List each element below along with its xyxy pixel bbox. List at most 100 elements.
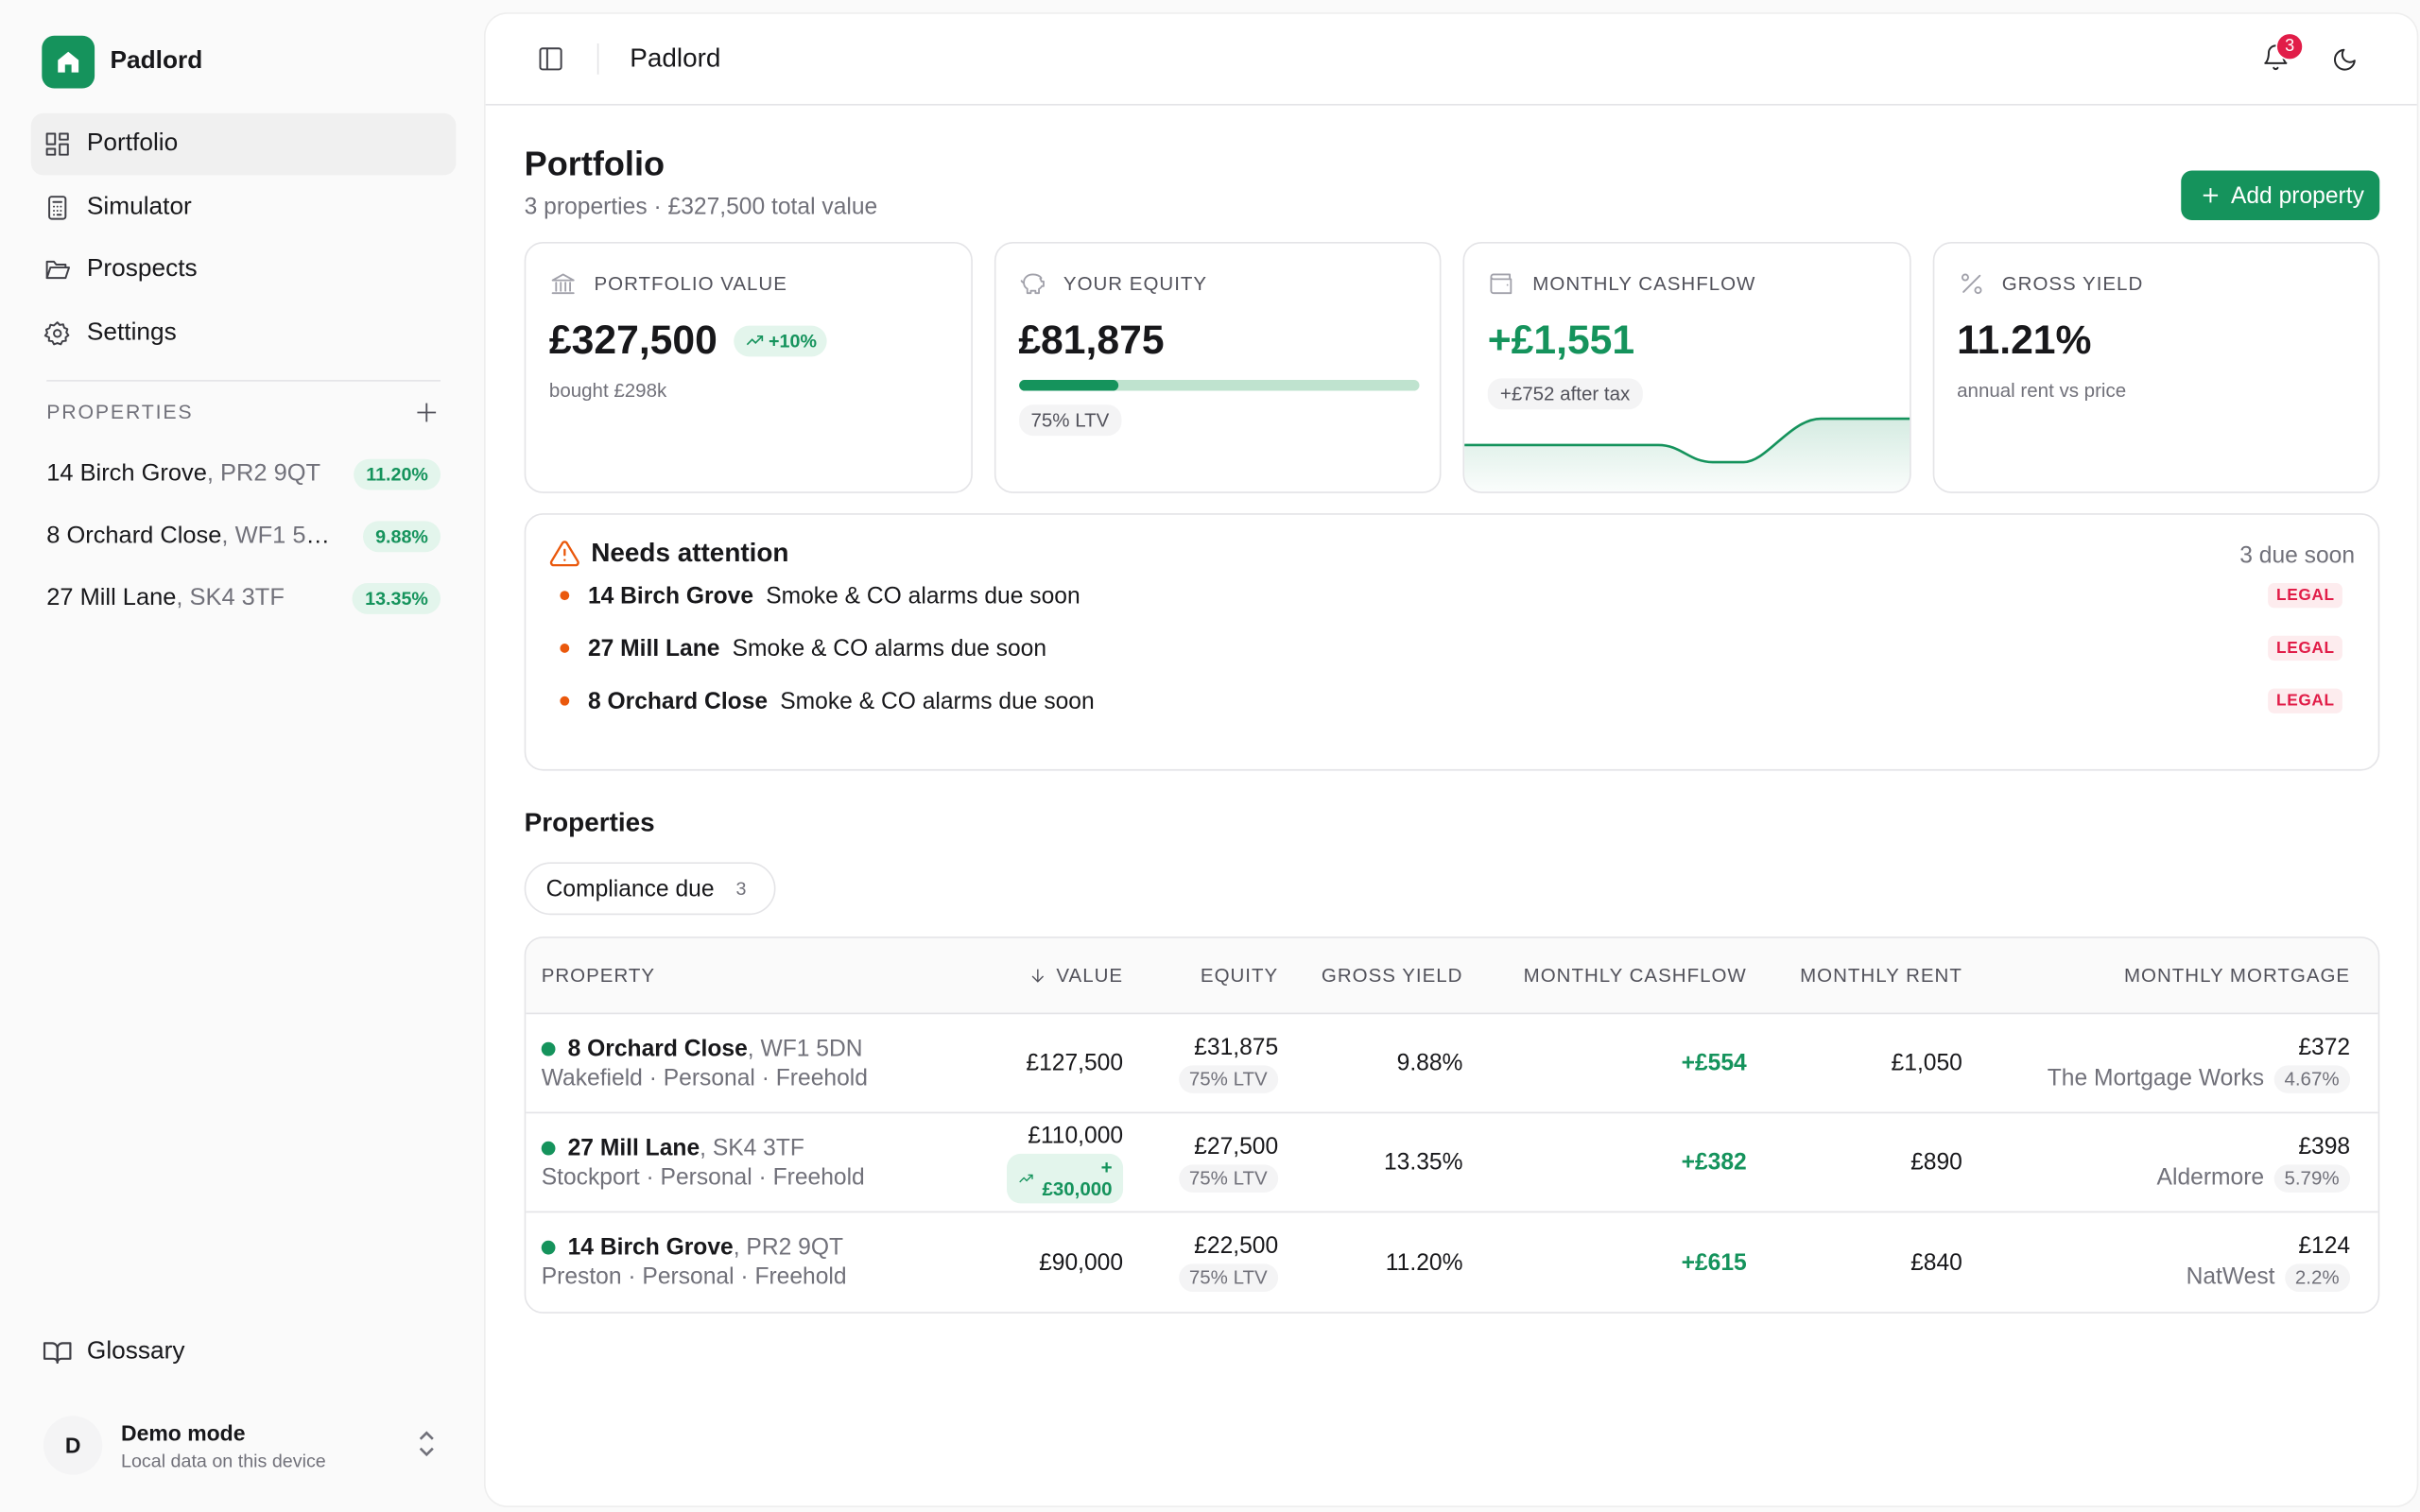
attention-item[interactable]: 27 Mill Lane Smoke & CO alarms due soon … xyxy=(549,622,2355,675)
moon-icon[interactable] xyxy=(2331,46,2358,73)
column-header-monthly-mortgage[interactable]: MONTHLY MORTGAGE xyxy=(2123,964,2351,987)
cashflow-cell: +£615 xyxy=(1681,1248,1747,1276)
column-header-equity[interactable]: EQUITY xyxy=(1200,964,1279,987)
user-menu[interactable]: D Demo mode Local data on this device xyxy=(43,1411,457,1479)
kpi-label: PORTFOLIO VALUE xyxy=(549,270,947,299)
glossary-link[interactable]: Glossary xyxy=(31,1321,184,1383)
attention-item[interactable]: 8 Orchard Close Smoke & CO alarms due so… xyxy=(549,675,2355,728)
value-cell: £110,000 +£30,000 xyxy=(1007,1122,1124,1203)
user-subtitle: Local data on this device xyxy=(120,1449,326,1471)
attention-title: Needs attention xyxy=(591,538,789,568)
kpi-monthly-cashflow: MONTHLY CASHFLOW +£1,551 +£752 after tax xyxy=(1462,241,1910,493)
warning-triangle-icon xyxy=(549,541,579,567)
mortgage-cell: £372 The Mortgage Works 4.67% xyxy=(2047,1033,2351,1093)
sidebar-property-mill-lane[interactable]: 27 Mill Lane, SK4 3TF 13.35% xyxy=(31,567,457,629)
user-name: Demo mode xyxy=(120,1419,246,1445)
rent-cell: £1,050 xyxy=(1891,1049,1962,1076)
nav-item-simulator[interactable]: Simulator xyxy=(31,176,457,238)
kpi-label: GROSS YIELD xyxy=(1957,270,2355,299)
bell-icon xyxy=(2264,44,2288,71)
value-cell: £90,000 xyxy=(1039,1248,1124,1276)
column-header-gross-yield[interactable]: GROSS YIELD xyxy=(1321,964,1463,987)
attention-property: 8 Orchard Close xyxy=(587,687,769,714)
plus-icon[interactable] xyxy=(413,398,441,426)
ltv-badge: 75% LTV xyxy=(1178,1163,1279,1193)
table-row[interactable]: 8 Orchard Close, WF1 5DN Wakefield · Per… xyxy=(526,1014,2378,1114)
attention-property: 14 Birch Grove xyxy=(587,582,754,610)
cashflow-cell: +£382 xyxy=(1681,1148,1747,1176)
table-row[interactable]: 14 Birch Grove, PR2 9QT Preston · Person… xyxy=(526,1212,2377,1312)
after-tax-badge: +£752 after tax xyxy=(1487,378,1643,410)
sidebar-property-birch-grove[interactable]: 14 Birch Grove, PR2 9QT 11.20% xyxy=(31,443,457,506)
attention-header: Needs attention xyxy=(549,538,2355,569)
page-subtitle: 3 properties · £327,500 total value xyxy=(524,194,878,221)
table-row[interactable]: 27 Mill Lane, SK4 3TF Stockport · Person… xyxy=(526,1113,2378,1213)
equity-cell: £27,500 75% LTV xyxy=(1123,1133,1279,1193)
column-header-property[interactable]: PROPERTY xyxy=(541,964,656,987)
kpi-value: £327,500 +10% xyxy=(549,317,947,365)
status-dot xyxy=(541,1240,556,1255)
kpi-gross-yield: GROSS YIELD 11.21% annual rent vs price xyxy=(1931,241,2380,493)
kpi-portfolio-value: PORTFOLIO VALUE £327,500 +10% bought £29… xyxy=(524,241,973,493)
nav-item-prospects[interactable]: Prospects xyxy=(31,239,457,301)
rent-cell: £890 xyxy=(1910,1148,1962,1176)
home-logo-icon xyxy=(42,35,95,89)
status-dot xyxy=(541,1140,556,1155)
property-meta: Stockport · Personal · Freehold xyxy=(541,1163,865,1191)
ltv-badge: 75% LTV xyxy=(1178,1263,1279,1292)
rate-badge: 4.67% xyxy=(2273,1064,2351,1093)
table-header: PROPERTY VALUE EQUITY GROSS YIELD MONTHL… xyxy=(526,937,2378,1015)
equity-cell: £22,500 75% LTV xyxy=(1123,1233,1279,1292)
page-content: Portfolio 3 properties · £327,500 total … xyxy=(524,106,2380,1314)
cashflow-cell: +£554 xyxy=(1681,1049,1747,1076)
kpi-label: MONTHLY CASHFLOW xyxy=(1488,270,1886,299)
sidebar-property-orchard-close[interactable]: 8 Orchard Close, WF1 5DN 9.88% xyxy=(31,505,457,567)
percent-icon xyxy=(1961,273,1981,295)
value-cell: £127,500 xyxy=(1026,1049,1124,1076)
column-header-monthly-rent[interactable]: MONTHLY RENT xyxy=(1800,964,1962,987)
legal-tag: LEGAL xyxy=(2268,583,2342,609)
attention-text: Smoke & CO alarms due soon xyxy=(780,687,1095,714)
lender-name: Aldermore xyxy=(2156,1163,2265,1191)
column-header-value[interactable]: VALUE xyxy=(1007,965,1123,987)
kpi-value: £81,875 xyxy=(1018,316,1165,363)
sidebar: Padlord Portfolio Simulator Prospects Se… xyxy=(0,0,484,1512)
cashflow-sparkline xyxy=(1464,417,1910,492)
status-dot xyxy=(560,644,570,653)
chevrons-up-down-icon xyxy=(419,1431,434,1457)
kpi-label: YOUR EQUITY xyxy=(1018,270,1416,299)
lender-name: NatWest xyxy=(2186,1263,2275,1291)
brand[interactable]: Padlord xyxy=(31,31,457,94)
calculator-icon xyxy=(48,195,67,219)
value-change-badge: +£30,000 xyxy=(1007,1153,1124,1203)
gear-icon xyxy=(43,320,70,345)
avatar: D xyxy=(43,1416,103,1475)
nav-item-portfolio[interactable]: Portfolio xyxy=(30,112,457,176)
properties-section-title: PROPERTIES xyxy=(46,400,194,423)
trending-up-icon xyxy=(1019,1173,1033,1182)
kpi-value: +£1,551 xyxy=(1487,316,1635,363)
attention-count: 3 due soon xyxy=(2239,542,2356,570)
sidebar-toggle-icon[interactable] xyxy=(537,45,565,74)
compliance-due-filter[interactable]: Compliance due 3 xyxy=(524,862,776,916)
add-property-button[interactable]: Add property xyxy=(2181,170,2380,221)
properties-section-header: PROPERTIES xyxy=(31,381,457,443)
legal-tag: LEGAL xyxy=(2268,635,2342,662)
add-property-label: Add property xyxy=(2230,181,2364,209)
status-dot xyxy=(560,696,570,706)
attention-item[interactable]: 14 Birch Grove Smoke & CO alarms due soo… xyxy=(549,569,2355,622)
sidebar-divider xyxy=(46,379,441,381)
trending-up-icon xyxy=(747,335,764,346)
nav-label: Simulator xyxy=(86,193,192,220)
topbar-title: Padlord xyxy=(630,43,721,74)
notifications-button[interactable]: 3 xyxy=(2262,32,2304,75)
yield-badge: 11.20% xyxy=(354,457,441,490)
nav-item-settings[interactable]: Settings xyxy=(31,301,457,364)
filter-label: Compliance due xyxy=(545,875,715,902)
sidebar-property-name: 14 Birch Grove, PR2 9QT xyxy=(46,459,321,487)
column-header-monthly-cashflow[interactable]: MONTHLY CASHFLOW xyxy=(1523,964,1747,987)
topbar-separator xyxy=(596,43,599,75)
plus-icon xyxy=(2203,188,2219,203)
attention-text: Smoke & CO alarms due soon xyxy=(732,634,1047,662)
